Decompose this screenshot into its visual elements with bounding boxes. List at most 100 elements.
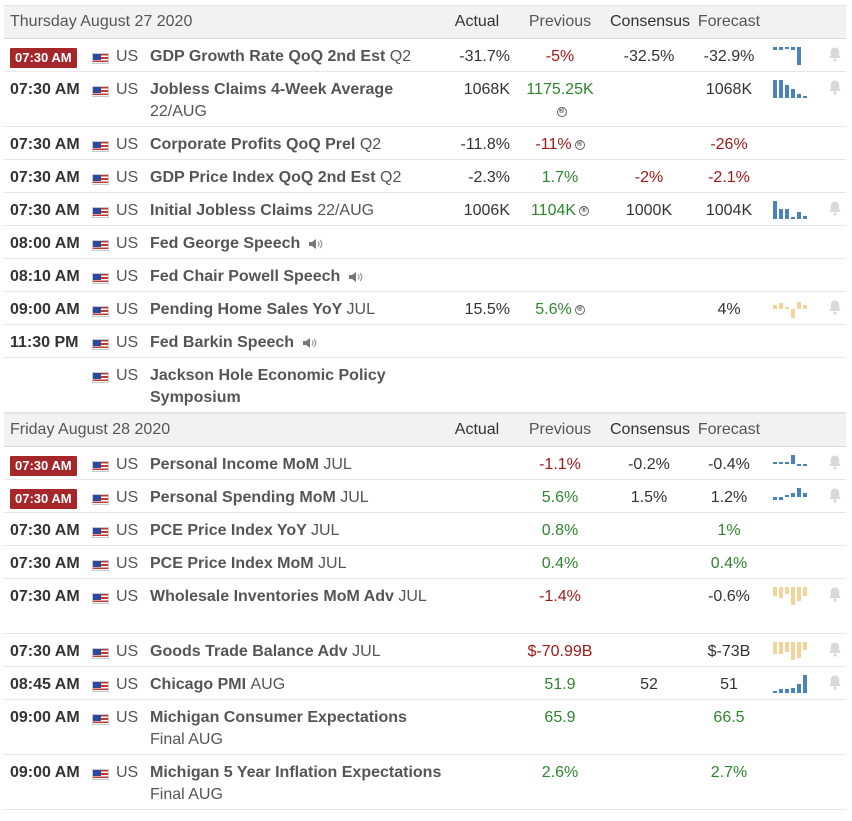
header-consensus: Consensus bbox=[610, 13, 691, 30]
event-row[interactable]: 07:30 AM US Goods Trade Balance Adv JUL … bbox=[4, 634, 846, 667]
event-country: US bbox=[116, 489, 139, 506]
us-flag-icon bbox=[92, 207, 109, 218]
event-consensus: 1000K bbox=[625, 202, 673, 219]
event-name[interactable]: GDP Growth Rate QoQ 2nd Est Q2 bbox=[150, 46, 444, 68]
header-forecast: Forecast bbox=[697, 421, 761, 438]
event-name[interactable]: Initial Jobless Claims 22/AUG bbox=[150, 200, 444, 222]
mini-chart-bar bbox=[797, 464, 801, 466]
event-name[interactable]: Personal Income MoM JUL bbox=[150, 454, 444, 476]
mini-chart[interactable] bbox=[773, 455, 809, 473]
event-previous: -1.1% bbox=[510, 454, 610, 476]
event-time: 09:00 AM bbox=[10, 301, 80, 318]
mini-chart-bar bbox=[803, 96, 807, 98]
event-name[interactable]: Michigan Consumer Expectations Final AUG bbox=[150, 707, 444, 751]
event-name[interactable]: Fed Barkin Speech bbox=[150, 332, 444, 354]
event-period: Q2 bbox=[389, 48, 412, 65]
mini-chart-bar bbox=[773, 691, 777, 693]
event-previous: 2.6% bbox=[510, 762, 610, 784]
event-actual: 1006K bbox=[463, 202, 510, 219]
mini-chart-bar bbox=[779, 209, 783, 219]
event-name[interactable]: Goods Trade Balance Adv JUL bbox=[150, 641, 444, 663]
event-name[interactable]: Jackson Hole Economic Policy Symposium bbox=[150, 365, 444, 409]
revised-icon[interactable]: ® bbox=[574, 139, 585, 150]
event-row[interactable]: 07:30 AM US Personal Income MoM JUL -1.1… bbox=[4, 447, 846, 480]
event-name[interactable]: Fed Chair Powell Speech bbox=[150, 266, 444, 288]
revised-icon[interactable]: ® bbox=[556, 106, 567, 117]
event-name[interactable]: Wholesale Inventories MoM Adv JUL bbox=[150, 586, 444, 608]
flag-cell bbox=[92, 454, 116, 477]
bell-icon[interactable] bbox=[828, 46, 842, 62]
event-forecast: 1.2% bbox=[710, 489, 748, 506]
event-row[interactable]: 09:00 AM US Michigan 5 Year Inflation Ex… bbox=[4, 755, 846, 810]
event-previous: 5.6% bbox=[510, 487, 610, 509]
event-time: 07:30 AM bbox=[10, 522, 80, 539]
event-time: 08:10 AM bbox=[10, 268, 80, 285]
event-row[interactable]: 09:00 AM US Pending Home Sales YoY JUL 1… bbox=[4, 292, 846, 325]
us-flag-icon bbox=[92, 461, 109, 472]
event-name[interactable]: Michigan 5 Year Inflation Expectations F… bbox=[150, 762, 444, 806]
event-row[interactable]: 07:30 AM US Corporate Profits QoQ Prel Q… bbox=[4, 127, 846, 160]
event-forecast: -0.4% bbox=[708, 456, 750, 473]
event-name[interactable]: PCE Price Index YoY JUL bbox=[150, 520, 444, 542]
mini-chart[interactable] bbox=[773, 675, 809, 693]
bell-icon[interactable] bbox=[828, 487, 842, 503]
event-country: US bbox=[116, 643, 139, 660]
event-row[interactable]: 11:30 PM US Fed Barkin Speech bbox=[4, 325, 846, 358]
event-row[interactable]: 07:30 AM US Personal Spending MoM JUL 5.… bbox=[4, 480, 846, 513]
event-row[interactable]: 08:00 AM US Fed George Speech bbox=[4, 226, 846, 259]
mini-chart-bar bbox=[785, 495, 789, 497]
mini-chart-bar bbox=[779, 642, 783, 654]
mini-chart[interactable] bbox=[773, 47, 809, 65]
event-country: US bbox=[116, 764, 139, 781]
us-flag-icon bbox=[92, 86, 109, 97]
mini-chart-bar bbox=[791, 642, 795, 660]
previous-value: 1104K bbox=[530, 202, 577, 219]
mini-chart[interactable] bbox=[773, 587, 809, 605]
event-name[interactable]: Fed George Speech bbox=[150, 233, 444, 255]
event-row[interactable]: 08:10 AM US Fed Chair Powell Speech bbox=[4, 259, 846, 292]
event-row[interactable]: 09:00 AM US Michigan Consumer Expectatio… bbox=[4, 700, 846, 755]
event-previous: 5.6% ® bbox=[510, 299, 610, 321]
event-row[interactable]: 07:30 AM US Initial Jobless Claims 22/AU… bbox=[4, 193, 846, 226]
bell-icon[interactable] bbox=[828, 299, 842, 315]
bell-icon[interactable] bbox=[828, 674, 842, 690]
event-period: JUL bbox=[346, 301, 375, 318]
event-row[interactable]: 07:30 AM US GDP Price Index QoQ 2nd Est … bbox=[4, 160, 846, 193]
event-name[interactable]: Pending Home Sales YoY JUL bbox=[150, 299, 444, 321]
event-name[interactable]: GDP Price Index QoQ 2nd Est Q2 bbox=[150, 167, 444, 189]
event-row[interactable]: 07:30 AM US PCE Price Index MoM JUL 0.4%… bbox=[4, 546, 846, 579]
event-row[interactable]: 07:30 AM US Jobless Claims 4-Week Averag… bbox=[4, 72, 846, 127]
mini-chart[interactable] bbox=[773, 488, 809, 506]
revised-icon[interactable]: ® bbox=[579, 205, 590, 216]
revised-icon[interactable]: ® bbox=[574, 304, 585, 315]
mini-chart[interactable] bbox=[773, 80, 809, 98]
bell-icon[interactable] bbox=[828, 200, 842, 216]
mini-chart[interactable] bbox=[773, 642, 809, 660]
event-name[interactable]: Corporate Profits QoQ Prel Q2 bbox=[150, 134, 444, 156]
mini-chart[interactable] bbox=[773, 300, 809, 318]
event-row[interactable]: 07:30 AM US PCE Price Index YoY JUL 0.8%… bbox=[4, 513, 846, 546]
mini-chart[interactable] bbox=[773, 201, 809, 219]
bell-icon[interactable] bbox=[828, 79, 842, 95]
mini-chart-bar bbox=[779, 80, 783, 98]
event-row[interactable]: 07:30 AM US GDP Growth Rate QoQ 2nd Est … bbox=[4, 39, 846, 72]
event-previous: 1104K ® bbox=[510, 200, 610, 222]
event-row[interactable]: 07:30 AM US Wholesale Inventories MoM Ad… bbox=[4, 579, 846, 634]
event-row[interactable]: 08:45 AM US Chicago PMI AUG 51.9 52 51 bbox=[4, 667, 846, 700]
event-name[interactable]: Chicago PMI AUG bbox=[150, 674, 444, 696]
mini-chart-bar bbox=[773, 47, 777, 50]
bell-icon[interactable] bbox=[828, 641, 842, 657]
event-title: Fed Barkin Speech bbox=[150, 334, 295, 351]
event-name[interactable]: Jobless Claims 4-Week Average 22/AUG bbox=[150, 79, 444, 123]
bell-icon[interactable] bbox=[828, 586, 842, 602]
event-row[interactable]: US Jackson Hole Economic Policy Symposiu… bbox=[4, 358, 846, 413]
event-period: JUL bbox=[352, 643, 381, 660]
mini-chart-bar bbox=[803, 464, 807, 466]
date-header: Thursday August 27 2020 Actual Previous … bbox=[4, 5, 846, 39]
bell-icon[interactable] bbox=[828, 454, 842, 470]
event-time: 09:00 AM bbox=[10, 764, 80, 781]
event-name[interactable]: Personal Spending MoM JUL bbox=[150, 487, 444, 509]
event-name[interactable]: PCE Price Index MoM JUL bbox=[150, 553, 444, 575]
mini-chart-bar bbox=[791, 492, 795, 497]
